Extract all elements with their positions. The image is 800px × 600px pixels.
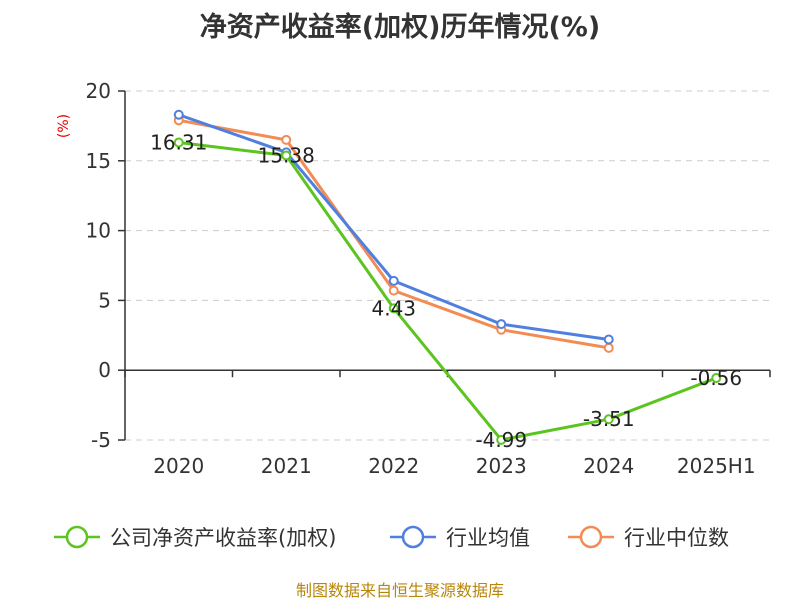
chart-title: 净资产收益率(加权)历年情况(%) [200, 11, 600, 43]
series-point [388, 285, 399, 296]
data-labels: 16.31 15.38 4.43 -4.99 -3.51 -0.56 [150, 131, 742, 452]
series-point [711, 373, 722, 384]
series-point [603, 334, 614, 345]
data-label: -0.56 [690, 366, 742, 390]
series-point [496, 434, 507, 445]
series-point [173, 109, 184, 120]
legend-marker [401, 525, 425, 549]
x-tick-label: 2024 [583, 454, 634, 478]
y-tick-label: 15 [86, 149, 111, 173]
y-tick-label: 5 [98, 288, 111, 312]
x-tick-label: 2025H1 [677, 454, 756, 478]
x-tick-label: 2022 [368, 454, 419, 478]
axes: 20 15 10 5 0 -5 2020 2021 2022 2023 2024 2025H1 [86, 79, 771, 478]
series-line [178, 141, 717, 442]
series-point [603, 342, 614, 353]
legend-marker [579, 525, 603, 549]
series-point [603, 414, 614, 425]
series-point [281, 150, 292, 161]
legend-marker [65, 525, 89, 549]
legend: 公司净资产收益率(加权) 行业均值 行业中位数 [54, 525, 729, 550]
data-label: 15.38 [258, 143, 315, 167]
series-point [281, 134, 292, 145]
data-label: 4.43 [371, 296, 416, 320]
x-tick-label: 2020 [153, 454, 204, 478]
series-point [496, 319, 507, 330]
data-label: -4.99 [475, 428, 527, 452]
legend-label: 行业均值 [446, 526, 530, 550]
series-lines [173, 109, 722, 445]
series-point [388, 275, 399, 286]
legend-label: 行业中位数 [624, 526, 729, 550]
source-note: 制图数据来自恒生聚源数据库 [296, 581, 504, 600]
y-axis-label: (%) [56, 114, 72, 138]
y-tick-label: 20 [86, 79, 111, 103]
series-point [388, 303, 399, 314]
y-tick-label: -5 [91, 428, 111, 452]
y-tick-label: 0 [98, 358, 111, 382]
series-point [173, 137, 184, 148]
y-tick-label: 10 [86, 219, 111, 243]
data-label: -3.51 [583, 407, 635, 431]
legend-label: 公司净资产收益率(加权) [110, 526, 336, 550]
x-tick-label: 2021 [261, 454, 312, 478]
data-label: 16.31 [150, 131, 207, 155]
grid-lines [125, 90, 770, 441]
x-tick-label: 2023 [476, 454, 527, 478]
